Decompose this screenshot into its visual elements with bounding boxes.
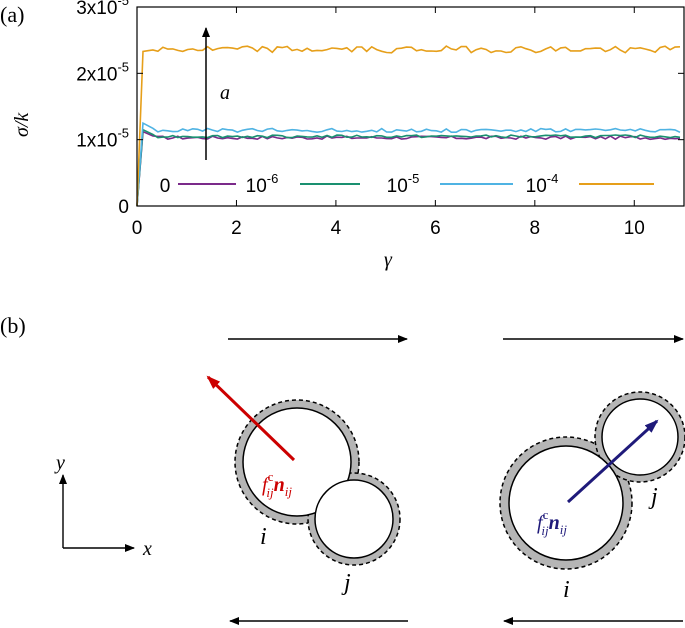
y-tick-label-0: 0 xyxy=(118,197,129,218)
ticks-layer: 0 2 4 6 8 10 0 1x10-5 2x10-5 3x10-5 xyxy=(76,0,684,239)
left-force-arrow xyxy=(206,375,296,462)
x-axis-label: γ xyxy=(384,249,393,271)
y-tick-label-2: 2x10-5 xyxy=(76,59,129,85)
right-particle-i-label: i xyxy=(563,577,570,603)
y-tick-label-1: 1x10-5 xyxy=(76,126,129,152)
left-particle-pair: fc ijnij i j xyxy=(206,375,401,596)
left-particle-j-core xyxy=(314,479,394,559)
x-tick-label-0: 0 xyxy=(132,218,143,239)
legend-label-1: 10-6 xyxy=(246,171,279,197)
panel-a-label: (a) xyxy=(0,2,24,27)
panel-b-label: (b) xyxy=(0,313,26,338)
legend: 0 10-6 10-5 10-4 xyxy=(160,171,654,197)
arrow-label-a: a xyxy=(220,82,230,104)
series-line-1 xyxy=(136,128,681,207)
series-line-2 xyxy=(136,121,681,207)
plot-area: 0 2 4 6 8 10 0 1x10-5 2x10-5 3x10-5 xyxy=(76,0,685,239)
coord-y-label: y xyxy=(54,452,65,474)
plot-frame xyxy=(136,6,685,207)
y-axis-label: σ/k xyxy=(11,112,33,137)
x-tick-label-2: 4 xyxy=(331,218,342,239)
legend-label-3: 10-4 xyxy=(526,171,559,197)
coord-x-label: x xyxy=(142,538,152,560)
series-line-3 xyxy=(136,45,681,207)
legend-label-2: 10-5 xyxy=(387,171,420,197)
right-particle-i-core xyxy=(508,445,624,561)
x-tick-label-3: 6 xyxy=(430,218,441,239)
left-force-label: fc ijnij xyxy=(262,469,292,500)
series-line-0 xyxy=(136,130,681,207)
x-tick-label-1: 2 xyxy=(231,218,242,239)
right-particle-pair: fc ijnij i j xyxy=(499,391,685,603)
right-force-arrow xyxy=(566,419,659,504)
left-particle-j-label: j xyxy=(341,570,351,596)
series-layer xyxy=(136,45,681,207)
right-particle-j-label: j xyxy=(648,484,658,510)
y-tick-label-3: 3x10-5 xyxy=(76,0,129,19)
right-force-label: fc ijnij xyxy=(537,507,567,538)
x-tick-label-5: 10 xyxy=(624,218,645,239)
left-particle-i-label: i xyxy=(260,524,267,550)
x-tick-label-4: 8 xyxy=(530,218,541,239)
legend-label-0: 0 xyxy=(160,176,171,197)
